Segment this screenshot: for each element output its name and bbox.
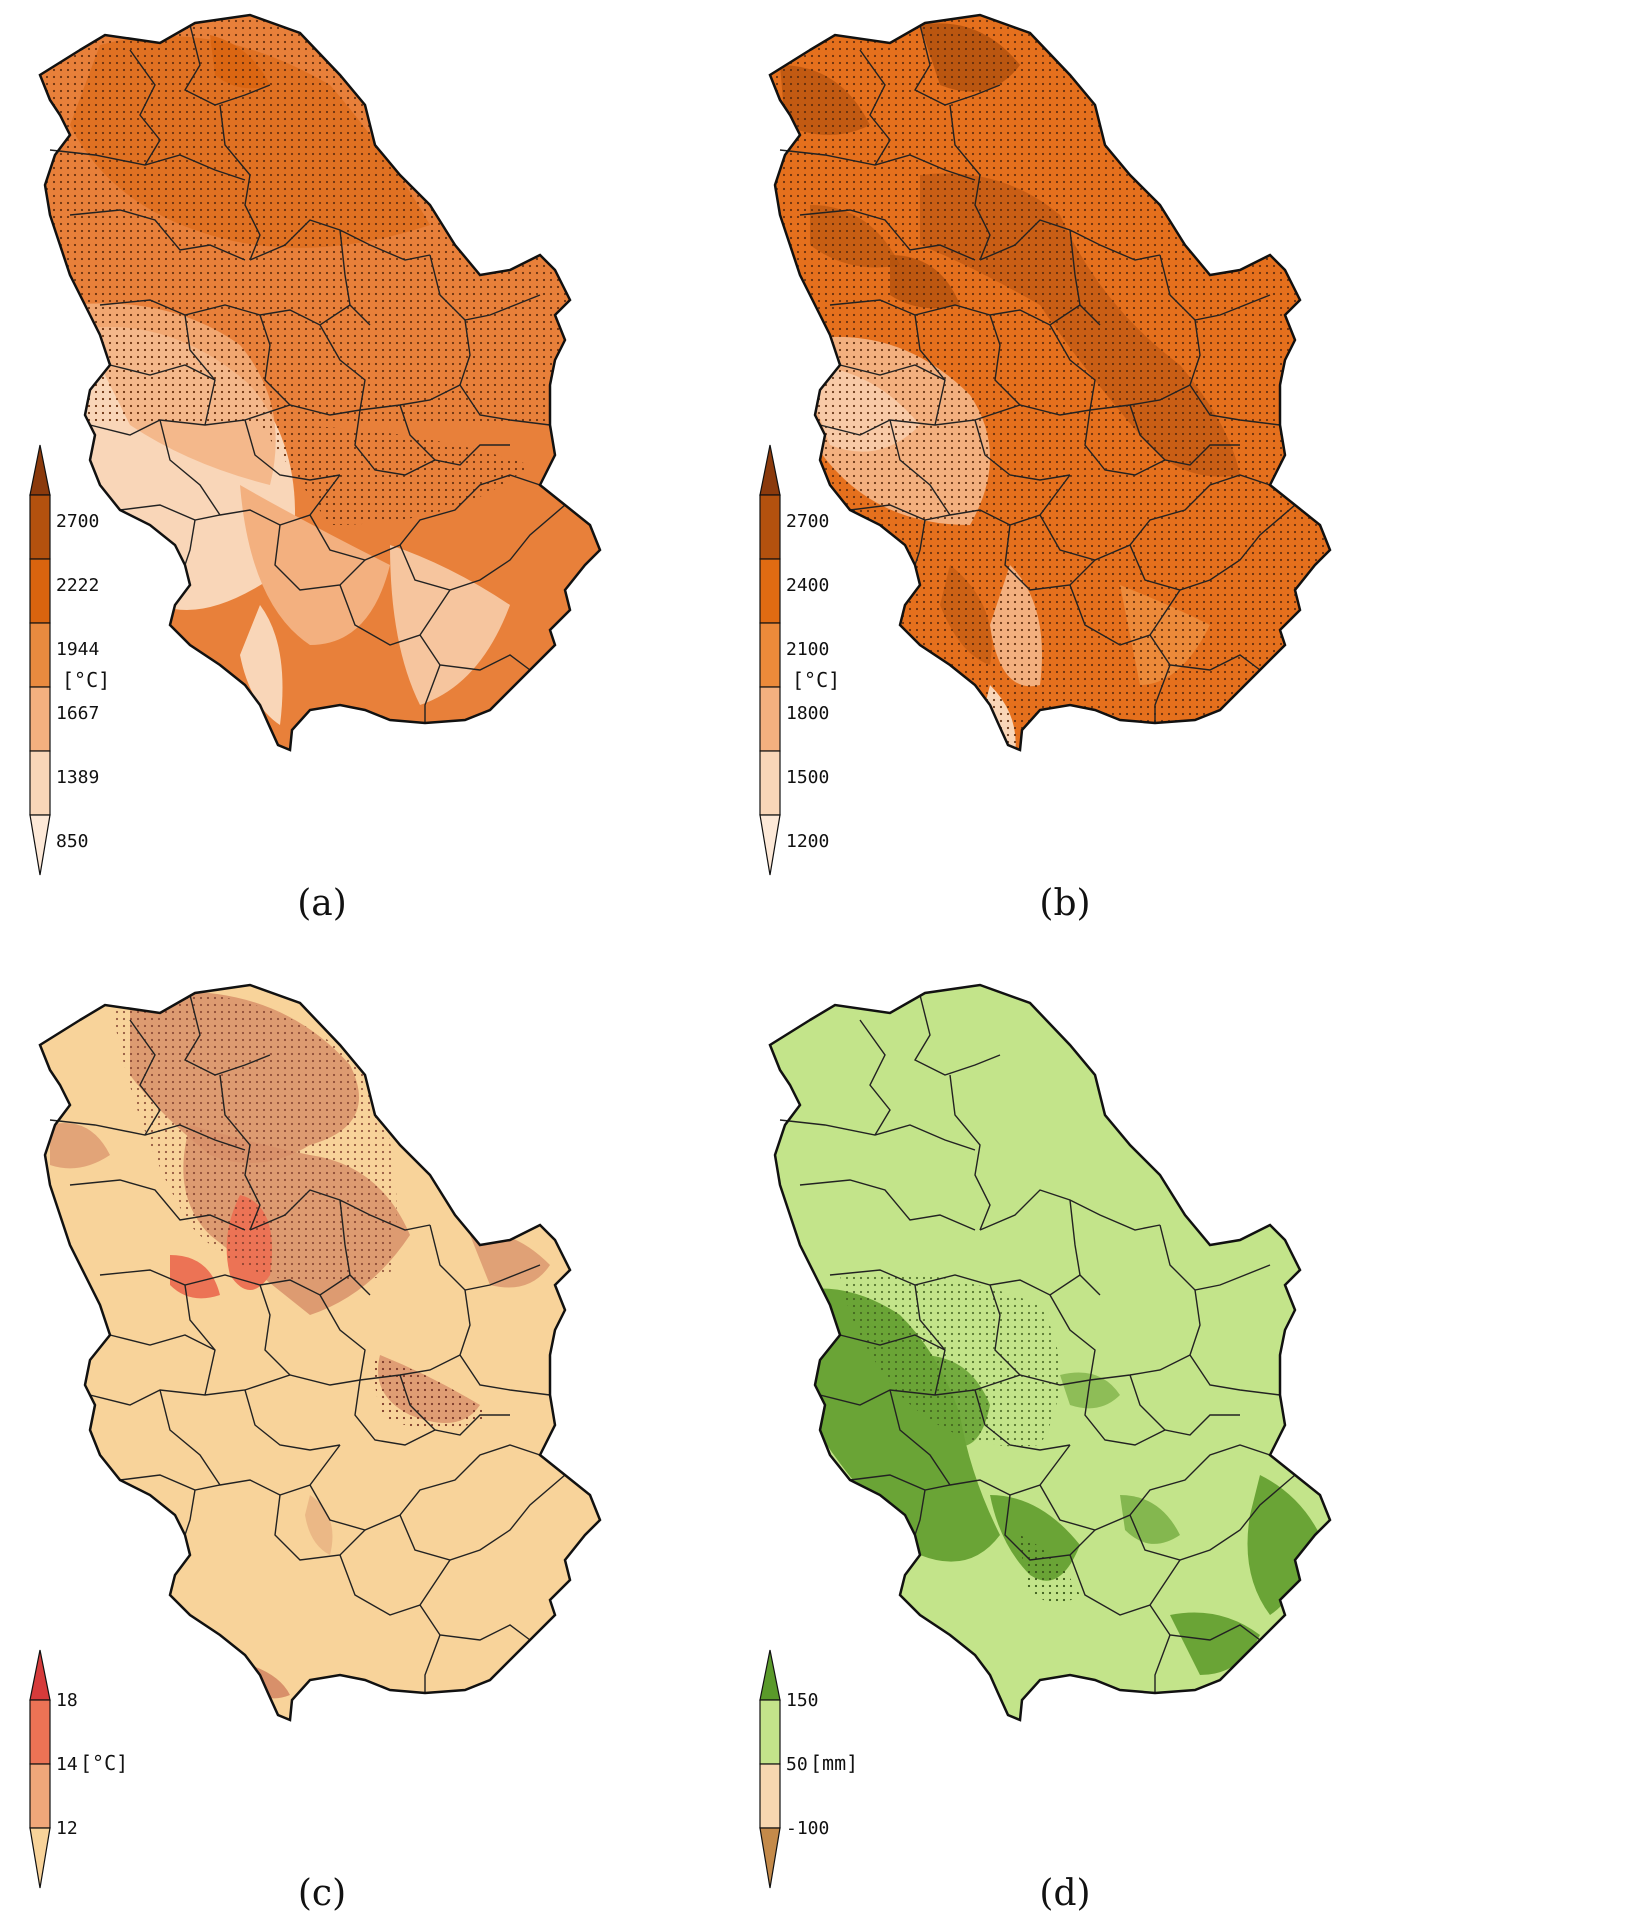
colorbar-b-tick-5: 1500 bbox=[786, 767, 829, 788]
colorbar-d-unit: [mm] bbox=[810, 1751, 858, 1775]
colorbar-b-bottom-arrow bbox=[759, 814, 781, 876]
colorbar-a-tick-2: 2222 bbox=[56, 575, 99, 596]
colorbar-b-tick-1: 2700 bbox=[786, 511, 829, 532]
panel-b-map bbox=[768, 13, 1332, 752]
colorbar-a-tick-3: 1944 bbox=[56, 639, 99, 660]
panel-a: 2700 2222 1944 [°C] 1667 1389 850 (a) bbox=[29, 13, 602, 924]
colorbar-b-tick-6: 1200 bbox=[786, 831, 829, 852]
colorbar-d-tick-1: 150 bbox=[786, 1690, 819, 1711]
colorbar-d: 150 50 [mm] -100 bbox=[759, 1649, 858, 1889]
panel-c-map bbox=[38, 983, 602, 1722]
colorbar-b-top-arrow bbox=[759, 444, 781, 496]
colorbar-c: 18 14 [°C] 12 bbox=[29, 1649, 128, 1889]
colorbar-c-tick-2: 14 bbox=[56, 1754, 78, 1775]
colorbar-c-top-arrow bbox=[29, 1649, 51, 1701]
colorbar-b-unit: [°C] bbox=[792, 668, 840, 692]
panel-c-label: (c) bbox=[298, 1873, 346, 1914]
colorbar-b: 2700 2400 2100 [°C] 1800 1500 1200 bbox=[759, 444, 840, 876]
colorbar-d-tick-3: -100 bbox=[786, 1818, 829, 1839]
panel-c: 18 14 [°C] 12 (c) bbox=[29, 983, 602, 1914]
colorbar-a-tick-5: 1389 bbox=[56, 767, 99, 788]
panel-a-label: (a) bbox=[297, 883, 347, 924]
colorbar-a-unit: [°C] bbox=[62, 668, 110, 692]
panel-a-map bbox=[38, 13, 602, 752]
colorbar-c-bottom-arrow bbox=[29, 1827, 51, 1889]
colorbar-a: 2700 2222 1944 [°C] 1667 1389 850 bbox=[29, 444, 110, 876]
colorbar-b-tick-4: 1800 bbox=[786, 703, 829, 724]
colorbar-c-unit: [°C] bbox=[80, 1751, 128, 1775]
panel-d-map bbox=[768, 983, 1332, 1722]
colorbar-d-top-arrow bbox=[759, 1649, 781, 1701]
colorbar-b-tick-2: 2400 bbox=[786, 575, 829, 596]
colorbar-a-bottom-arrow bbox=[29, 814, 51, 876]
panel-b-label: (b) bbox=[1039, 883, 1090, 924]
colorbar-a-top-arrow bbox=[29, 444, 51, 496]
colorbar-b-tick-3: 2100 bbox=[786, 639, 829, 660]
panel-d: 150 50 [mm] -100 (d) bbox=[759, 983, 1332, 1914]
colorbar-c-tick-1: 18 bbox=[56, 1690, 78, 1711]
colorbar-a-tick-4: 1667 bbox=[56, 703, 99, 724]
colorbar-a-tick-1: 2700 bbox=[56, 511, 99, 532]
colorbar-c-tick-3: 12 bbox=[56, 1818, 78, 1839]
colorbar-d-bottom-arrow bbox=[759, 1827, 781, 1889]
colorbar-a-tick-6: 850 bbox=[56, 831, 89, 852]
panel-b: 2700 2400 2100 [°C] 1800 1500 1200 (b) bbox=[759, 13, 1332, 924]
panel-d-label: (d) bbox=[1039, 1873, 1090, 1914]
colorbar-d-tick-2: 50 bbox=[786, 1754, 808, 1775]
